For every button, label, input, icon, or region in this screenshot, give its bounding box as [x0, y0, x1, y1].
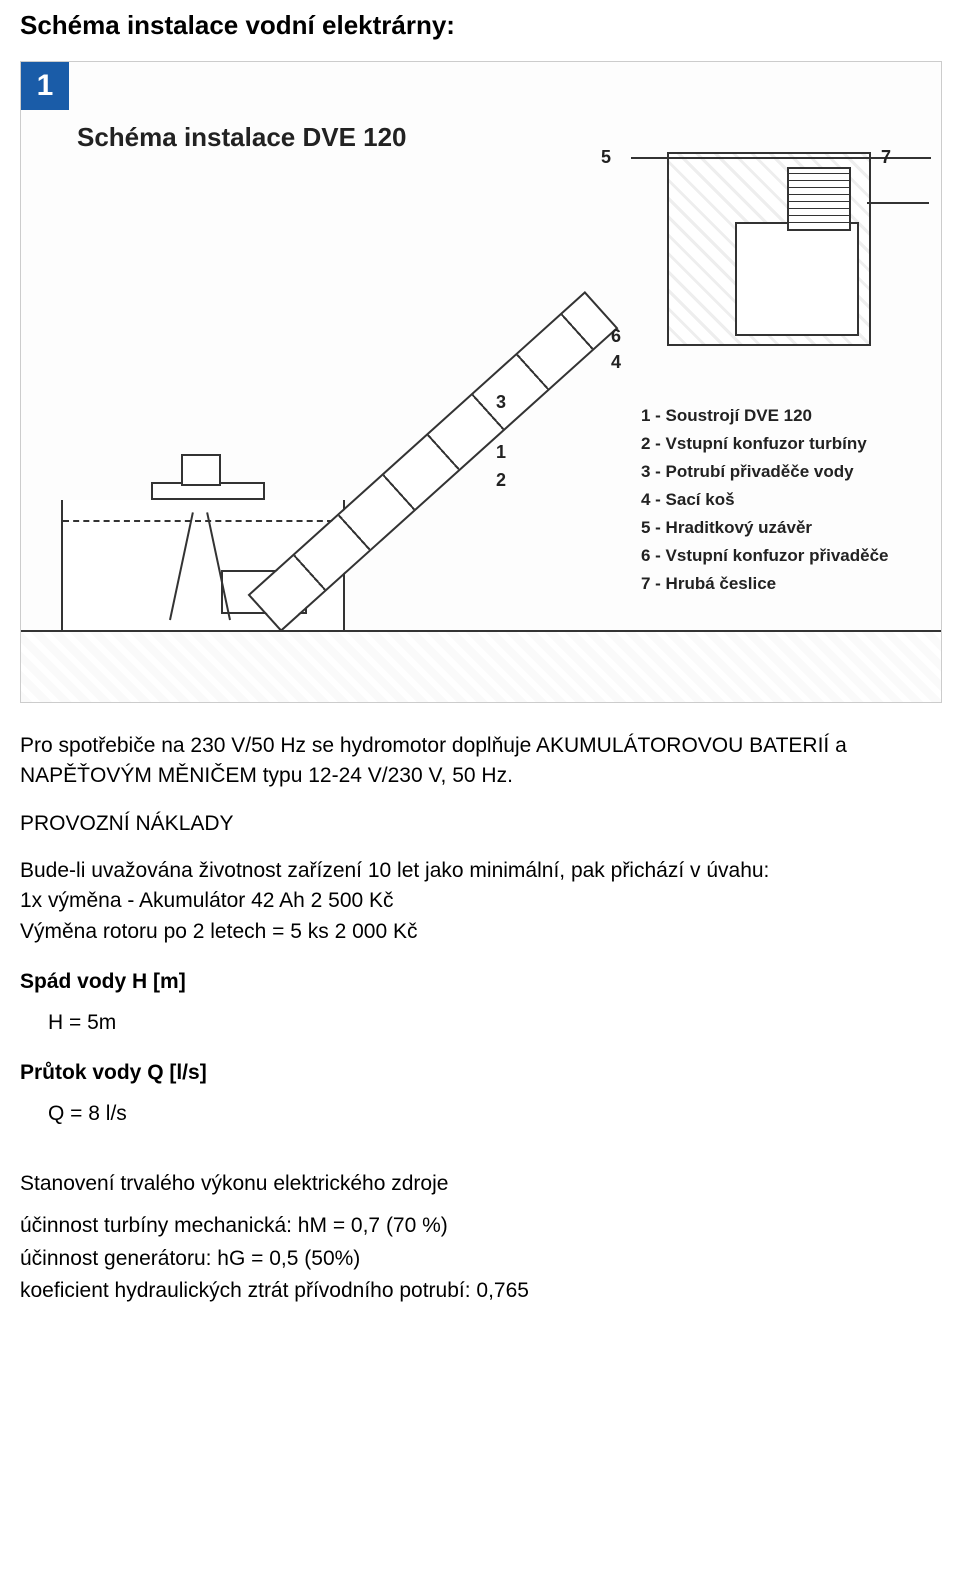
legend-item: 3 - Potrubí přivaděče vody — [641, 458, 889, 486]
paragraph-costs: Bude-li uvažována životnost zařízení 10 … — [20, 856, 940, 947]
turbine-leg — [169, 512, 194, 620]
diagram-number-badge: 1 — [21, 62, 69, 110]
callout-6: 6 — [611, 326, 621, 347]
turbine-leg — [206, 512, 231, 620]
water-level-upper — [867, 202, 929, 204]
callout-1: 1 — [496, 442, 506, 463]
callout-3: 3 — [496, 392, 506, 413]
head-stanoveni: Stanovení trvalého výkonu elektrického z… — [20, 1169, 940, 1199]
ground-hatch — [21, 630, 941, 702]
penstock-pipe — [248, 291, 619, 632]
value-spad: H = 5m — [48, 1008, 940, 1038]
screen-grid-icon — [787, 167, 851, 231]
head-prutok: Průtok vody Q [l/s] — [20, 1058, 940, 1088]
legend-item: 1 - Soustrojí DVE 120 — [641, 402, 889, 430]
main-title: Schéma instalace vodní elektrárny: — [20, 10, 940, 41]
head-spad: Spád vody H [m] — [20, 967, 940, 997]
callout-5: 5 — [601, 147, 611, 168]
generator-icon — [181, 454, 221, 486]
legend-item: 5 - Hraditkový uzávěr — [641, 514, 889, 542]
efficiency-line: účinnost turbíny mechanická: hM = 0,7 (7… — [20, 1211, 940, 1241]
legend-item: 7 - Hrubá česlice — [641, 570, 889, 598]
legend-item: 4 - Sací koš — [641, 486, 889, 514]
intake-chamber — [735, 222, 859, 336]
callout-2: 2 — [496, 470, 506, 491]
diagram-title: Schéma instalace DVE 120 — [77, 122, 407, 153]
legend-item: 2 - Vstupní konfuzor turbíny — [641, 430, 889, 458]
installation-diagram: 1 Schéma instalace DVE 120 1 2 3 4 5 6 7… — [20, 61, 942, 703]
diagram-legend: 1 - Soustrojí DVE 120 2 - Vstupní konfuz… — [641, 402, 889, 598]
callout-7: 7 — [881, 147, 891, 168]
callout-4: 4 — [611, 352, 621, 373]
legend-item: 6 - Vstupní konfuzor přivaděče — [641, 542, 889, 570]
value-prutok: Q = 8 l/s — [48, 1099, 940, 1129]
page: Schéma instalace vodní elektrárny: 1 Sch… — [0, 0, 960, 1337]
efficiency-line: účinnost generátoru: hG = 0,5 (50%) — [20, 1244, 940, 1274]
turbine-assembly — [141, 500, 281, 620]
paragraph-intro: Pro spotřebiče na 230 V/50 Hz se hydromo… — [20, 731, 940, 792]
section-head-costs: PROVOZNÍ NÁKLADY — [20, 812, 940, 836]
efficiency-line: koeficient hydraulických ztrát přívodníh… — [20, 1276, 940, 1306]
